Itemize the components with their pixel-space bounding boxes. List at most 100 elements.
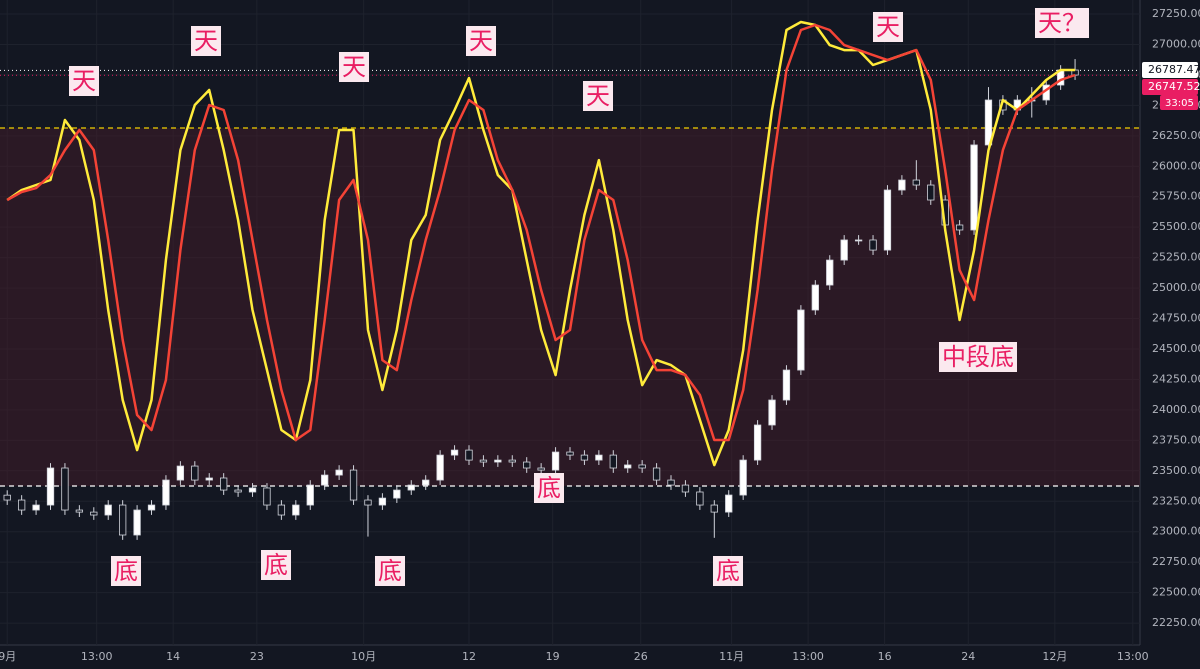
candle-body xyxy=(854,239,863,242)
x-tick-label: 12 xyxy=(462,650,476,663)
y-tick-label: 22750.00 xyxy=(1152,555,1200,568)
y-tick-label: 27000.00 xyxy=(1152,37,1200,50)
annotation: 天 xyxy=(873,12,903,42)
candle-body xyxy=(220,477,228,491)
y-tick-label: 23250.00 xyxy=(1152,494,1200,507)
candle-body xyxy=(782,369,791,401)
candle-body xyxy=(652,467,661,481)
candle-body xyxy=(465,449,473,461)
x-tick-label: 19 xyxy=(546,650,560,663)
annotation-text: 天 xyxy=(469,27,493,55)
y-tick-label: 24250.00 xyxy=(1152,372,1200,385)
x-tick-label: 12月 xyxy=(1042,650,1067,663)
annotation-box xyxy=(939,342,1017,372)
candle-body xyxy=(638,464,646,469)
candle-body xyxy=(17,499,26,511)
y-tick-label: 25000.00 xyxy=(1152,281,1200,294)
candle-body xyxy=(580,454,589,461)
y-tick-label: 26000.00 xyxy=(1152,159,1200,172)
y-tick-label: 24750.00 xyxy=(1152,312,1200,325)
candle-body xyxy=(321,474,329,486)
y-tick-label: 25500.00 xyxy=(1152,220,1200,233)
candle-body xyxy=(277,504,286,516)
candle-body xyxy=(46,467,55,506)
candle-body xyxy=(725,494,733,513)
candle-body xyxy=(494,459,502,463)
annotation: 底 xyxy=(111,556,141,586)
y-tick-label: 24500.00 xyxy=(1152,342,1200,355)
candle-body xyxy=(595,454,603,461)
candle-body xyxy=(984,99,993,146)
annotation: 底 xyxy=(534,473,564,503)
x-tick-label: 9月 xyxy=(0,650,16,663)
candle-body xyxy=(768,399,776,426)
x-tick-label: 13:00 xyxy=(1117,650,1149,663)
x-tick-label: 10月 xyxy=(351,650,376,663)
annotation-text: 天 xyxy=(194,27,218,55)
candle-body xyxy=(869,239,877,251)
y-tick-label: 25250.00 xyxy=(1152,251,1200,264)
annotation-box xyxy=(873,12,903,42)
candle-body xyxy=(263,487,271,506)
y-tick-label: 27250.00 xyxy=(1152,7,1200,20)
candle-body xyxy=(811,284,819,311)
x-tick-label: 24 xyxy=(961,650,975,663)
x-tick-label: 11月 xyxy=(719,650,744,663)
annotation: 天 xyxy=(69,66,99,96)
candle-body xyxy=(898,179,906,191)
candle-body xyxy=(422,479,430,486)
candle-body xyxy=(840,239,848,261)
candle-body xyxy=(537,467,545,471)
annotation: 天？ xyxy=(1035,8,1089,38)
candle-body xyxy=(927,184,935,201)
candle-body xyxy=(234,489,242,493)
candle-body xyxy=(75,509,84,513)
candle-body xyxy=(912,179,920,186)
y-tick-label: 26250.00 xyxy=(1152,129,1200,142)
x-tick-label: 23 xyxy=(250,650,264,663)
annotation-box xyxy=(534,473,564,503)
annotation-box xyxy=(261,550,291,580)
candle-body xyxy=(205,477,213,481)
annotation-text: 天 xyxy=(342,53,366,81)
candle-body xyxy=(378,497,387,506)
candle-body xyxy=(147,504,156,511)
x-tick-label: 13:00 xyxy=(792,650,824,663)
annotation-text: 天 xyxy=(72,67,96,95)
annotation-text: 天 xyxy=(586,82,610,110)
x-tick-label: 16 xyxy=(878,650,892,663)
candle-body xyxy=(450,449,459,456)
annotation-text: 天？ xyxy=(1038,9,1086,37)
candle-body xyxy=(306,484,314,506)
candle-body xyxy=(667,479,675,486)
candle-body xyxy=(3,494,11,501)
annotation-text: 天 xyxy=(876,13,900,41)
annotation: 天 xyxy=(466,26,496,56)
x-tick-label: 26 xyxy=(634,650,648,663)
candle-body xyxy=(61,467,69,511)
candle-body xyxy=(335,469,343,476)
annotation-box xyxy=(339,52,369,82)
y-tick-label: 23750.00 xyxy=(1152,433,1200,446)
annotation-text: 底 xyxy=(716,557,740,585)
candle-body xyxy=(551,451,560,471)
annotation-text: 底 xyxy=(378,557,402,585)
annotation-text: 底 xyxy=(114,557,138,585)
annotation: 底 xyxy=(713,556,743,586)
candle-body xyxy=(624,464,632,469)
annotation-box xyxy=(191,26,221,56)
candle-body xyxy=(797,309,805,371)
y-tick-label: 23500.00 xyxy=(1152,464,1200,477)
countdown: 33:05 xyxy=(1165,98,1194,109)
candle-body xyxy=(436,454,444,481)
candle-body xyxy=(955,224,964,231)
annotation-text: 底 xyxy=(537,474,561,502)
annotation: 底 xyxy=(261,550,291,580)
candle-body xyxy=(32,504,40,511)
price-label-box xyxy=(1142,62,1198,78)
oscillator-line xyxy=(6,23,1076,442)
annotation: 底 xyxy=(375,556,405,586)
annotation-box xyxy=(1035,8,1089,38)
candle-body xyxy=(523,461,531,469)
